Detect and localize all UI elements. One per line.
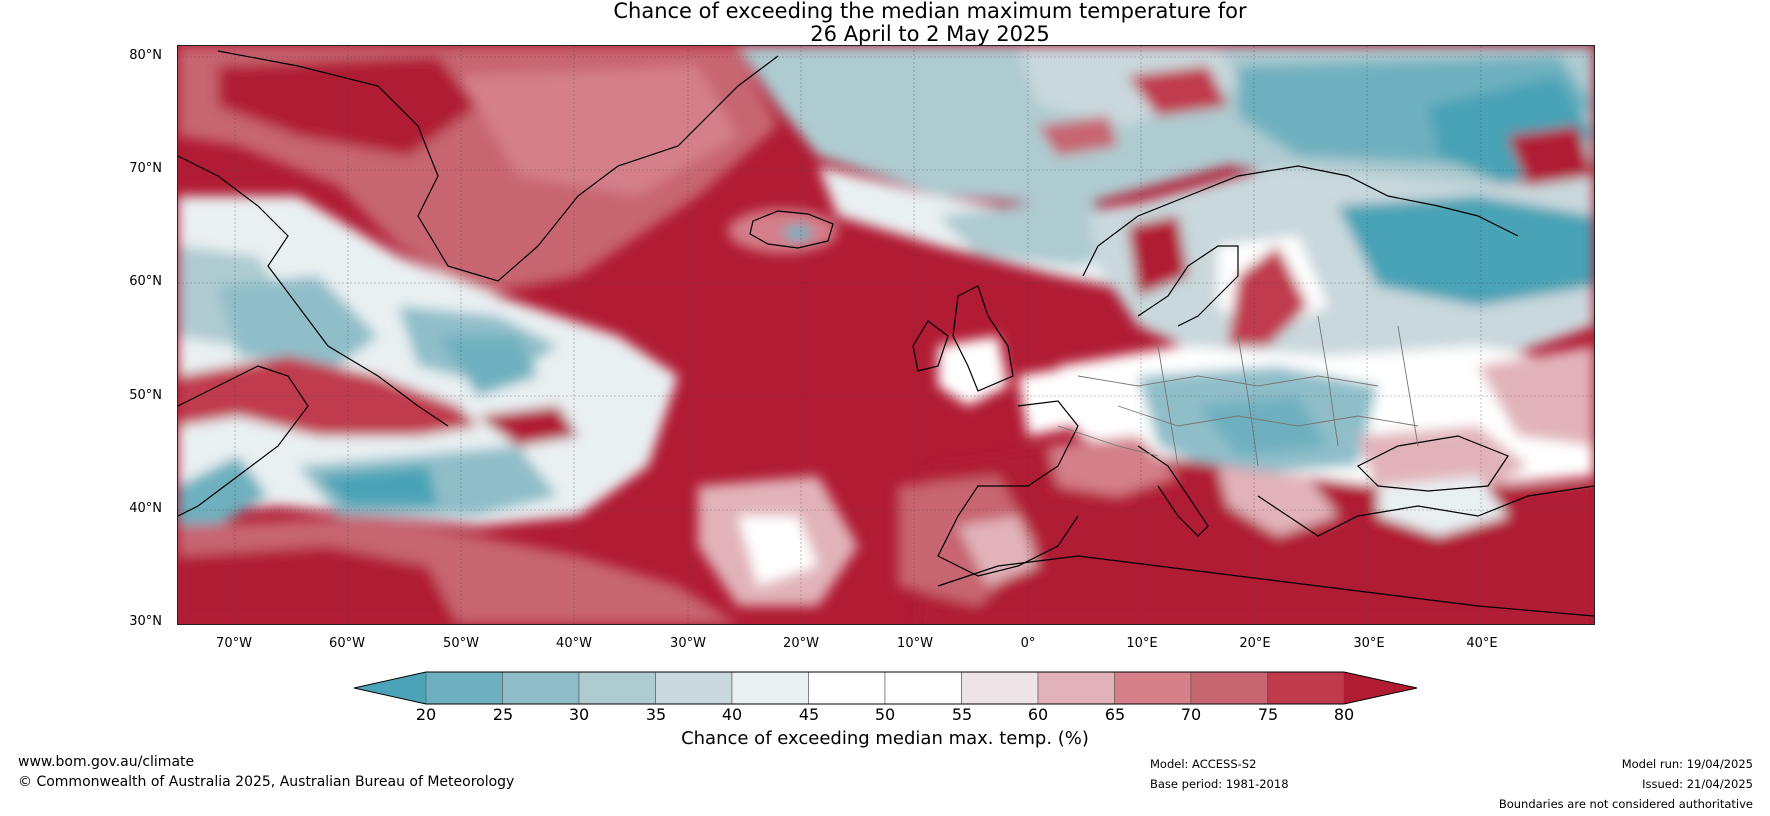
lon-label-40e: 40°E (1466, 636, 1498, 651)
colorbar-segment (425, 671, 503, 705)
colorbar-tick: 55 (951, 705, 973, 724)
colorbar-extend-low (354, 672, 426, 704)
coastlines (178, 50, 1594, 617)
lon-label-50w: 50°W (443, 636, 479, 651)
colorbar-segment (1114, 671, 1192, 705)
model-run-text: Model run: 19/04/2025 (1621, 757, 1753, 771)
colorbar-segment (655, 671, 733, 705)
colorbar-tick: 65 (1104, 705, 1126, 724)
base-period-text: Base period: 1981-2018 (1150, 777, 1289, 791)
lon-label-70w: 70°W (216, 636, 252, 651)
colorbar-tick: 50 (874, 705, 896, 724)
colorbar-segment (578, 671, 656, 705)
lat-label-50n: 50°N (129, 388, 162, 403)
lat-label-40n: 40°N (129, 501, 162, 516)
lon-label-10e: 10°E (1126, 636, 1158, 651)
colorbar-segment (808, 671, 886, 705)
colorbar-tick: 45 (798, 705, 820, 724)
colorbar-tick: 20 (415, 705, 437, 724)
lon-label-30w: 30°W (670, 636, 706, 651)
lat-label-60n: 60°N (129, 274, 162, 289)
colorbar-segment (884, 671, 962, 705)
lat-label-80n: 80°N (129, 48, 162, 63)
colorbar-segments (354, 671, 1417, 705)
lat-label-30n: 30°N (129, 614, 162, 629)
colorbar-extend-high (1344, 672, 1417, 704)
website-link[interactable]: www.bom.gov.au/climate (18, 754, 195, 770)
colorbar-segment (502, 671, 580, 705)
lon-label-0: 0° (1020, 636, 1036, 651)
colorbar (354, 671, 1418, 705)
colorbar-tick: 80 (1333, 705, 1355, 724)
title-line-1: Chance of exceeding the median maximum t… (613, 0, 1247, 23)
lon-label-60w: 60°W (329, 636, 365, 651)
colorbar-tick: 75 (1257, 705, 1279, 724)
country-borders (1057, 315, 1419, 467)
issued-text: Issued: 21/04/2025 (1642, 777, 1753, 791)
lon-label-10w: 10°W (897, 636, 933, 651)
colorbar-tick: 60 (1027, 705, 1049, 724)
colorbar-segment (1267, 671, 1345, 705)
colorbar-segment (731, 671, 809, 705)
lon-label-20e: 20°E (1239, 636, 1271, 651)
map-title: Chance of exceeding the median maximum t… (0, 0, 1770, 46)
colorbar-tick: 70 (1180, 705, 1202, 724)
disclaimer-text: Boundaries are not considered authoritat… (1498, 797, 1753, 811)
colorbar-tick: 35 (645, 705, 667, 724)
model-text: Model: ACCESS-S2 (1150, 757, 1257, 771)
lon-label-40w: 40°W (556, 636, 592, 651)
lon-label-30e: 30°E (1353, 636, 1385, 651)
colorbar-segment (1037, 671, 1115, 705)
colorbar-tick: 25 (492, 705, 514, 724)
colorbar-segment (961, 671, 1039, 705)
colorbar-label: Chance of exceeding median max. temp. (%… (681, 728, 1089, 749)
graticule (178, 46, 1594, 624)
lat-label-70n: 70°N (129, 161, 162, 176)
map-canvas (178, 46, 1594, 624)
colorbar-outline (354, 671, 1418, 705)
colorbar-segment (1190, 671, 1268, 705)
forecast-map (177, 45, 1595, 625)
lon-label-20w: 20°W (783, 636, 819, 651)
title-line-2: 26 April to 2 May 2025 (810, 22, 1050, 46)
colorbar-tick: 40 (721, 705, 743, 724)
copyright-text: © Commonwealth of Australia 2025, Austra… (18, 774, 515, 790)
colorbar-tick: 30 (568, 705, 590, 724)
